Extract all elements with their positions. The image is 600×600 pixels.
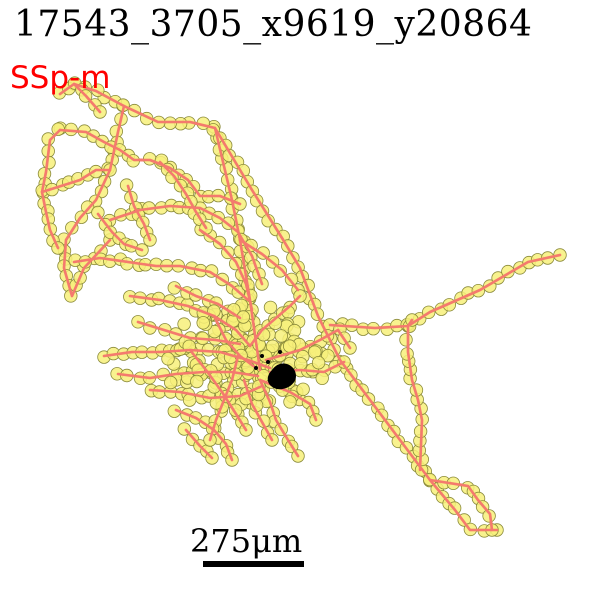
neuron-branch-overlay (264, 328, 352, 362)
neuron-branch-overlay (238, 238, 300, 292)
neuron-node (283, 395, 297, 409)
soma (254, 350, 296, 390)
neuron-branch-overlay (62, 104, 126, 298)
neuron-branch-overlay (72, 82, 262, 372)
neuron-branch-overlay (213, 126, 499, 532)
neuron-branch-overlay (128, 294, 252, 348)
neuron-branch-overlay (188, 348, 248, 432)
neuron-node (177, 317, 191, 331)
neuron-branch-overlay (40, 168, 112, 194)
neuron-branch-overlay (248, 294, 302, 348)
neuron-branch-overlay (58, 128, 242, 206)
neuron-branch-overlay (72, 256, 250, 302)
neuron-node (190, 374, 204, 389)
soma-speck (266, 360, 270, 364)
neuron-node (274, 329, 289, 343)
scale-bar (203, 561, 304, 567)
neuron-node (273, 264, 287, 278)
neuron-node (321, 349, 335, 363)
neuron-nodes (35, 76, 567, 538)
soma-speck (278, 350, 282, 354)
neuron-branch-overlay (126, 184, 152, 242)
soma-speck (254, 366, 258, 370)
neuron-branch-overlay (198, 228, 254, 312)
neuron-node (311, 356, 326, 370)
neuron-branch-overlay (174, 284, 242, 320)
neuron-branch-overlay (328, 253, 562, 330)
neuron-branch-overlay (184, 428, 214, 460)
soma-body (267, 363, 296, 390)
neuron-branch-overlay (96, 212, 144, 252)
neuron-node (165, 170, 179, 185)
neuron-node (315, 371, 329, 386)
neuron-branch-overlay (116, 370, 260, 380)
neuron-node (196, 316, 210, 330)
neuron-branch-overlay (58, 82, 102, 114)
neuron-branch-overlay (258, 378, 300, 458)
neuron-branch-overlay (406, 324, 424, 472)
neuron-node (399, 333, 413, 347)
brain-region-label: SSp-m (10, 60, 111, 96)
scale-bar-label: 275μm (190, 522, 303, 560)
neuron-branch-overlay (208, 354, 240, 442)
neuron-branch-overlay (242, 378, 274, 442)
neuron-node (263, 300, 278, 315)
figure-title: 17543_3705_x9619_y20864 (14, 4, 533, 45)
neuron-node (265, 339, 280, 354)
neuron-node (296, 382, 310, 397)
neuron-node (89, 164, 103, 179)
neuron-node (91, 205, 105, 220)
neuron-branch-overlay (428, 478, 494, 532)
neuron-node (119, 178, 134, 192)
neuron-node (163, 375, 178, 390)
neuron-branch-overlay (136, 320, 242, 346)
neuron-branch-overlay (406, 318, 414, 328)
neuron-node (161, 352, 175, 366)
neuron-node (294, 357, 308, 371)
neuron-branch-overlay (212, 314, 258, 370)
neuron-branch-overlay (108, 204, 264, 286)
neuron-branch-overlay (158, 160, 208, 230)
soma-speck (260, 354, 264, 358)
